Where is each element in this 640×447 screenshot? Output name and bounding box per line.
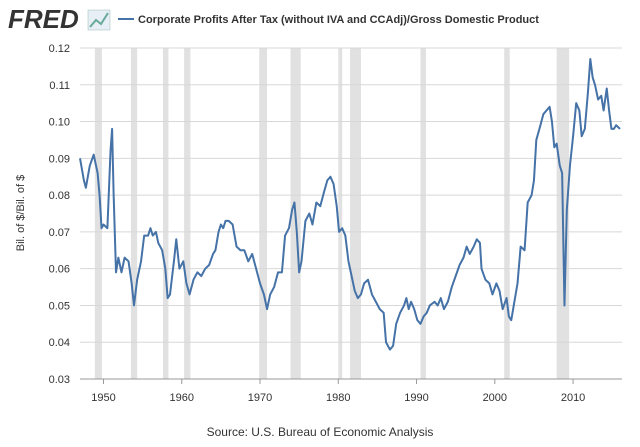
recession-band (94, 48, 102, 379)
y-tick-label: 0.09 (49, 153, 70, 165)
recession-band (162, 48, 169, 379)
x-tick-label: 2000 (483, 392, 507, 404)
y-tick-label: 0.07 (49, 227, 70, 239)
y-axis-label: Bil. of $/Bil. of $ (15, 175, 27, 251)
logo-icon (87, 9, 111, 31)
x-tick-label: 1970 (248, 392, 272, 404)
x-tick-label: 1990 (404, 392, 428, 404)
recession-band (130, 48, 138, 379)
recession-band (350, 48, 361, 379)
y-tick-label: 0.11 (49, 80, 70, 92)
x-tick-label: 1950 (91, 392, 115, 404)
recession-band (259, 48, 268, 379)
recession-band (338, 48, 343, 379)
y-tick-label: 0.05 (49, 300, 70, 312)
y-tick-label: 0.06 (49, 264, 70, 276)
recession-band (504, 48, 510, 379)
data-line (79, 58, 621, 351)
recession-band (420, 48, 426, 379)
x-tick-label: 2010 (561, 392, 585, 404)
y-tick-label: 0.10 (49, 117, 70, 129)
x-tick-label: 1960 (170, 392, 194, 404)
source: Source: U.S. Bureau of Economic Analysis (207, 425, 434, 439)
plot-area: 0.03 0.04 0.05 0.06 0.07 0.08 0.09 0.10 0.11 0.12… (49, 43, 622, 404)
y-tick-label: 0.04 (49, 337, 70, 349)
y-tick-label: 0.03 (49, 374, 70, 386)
y-tick-label: 0.12 (49, 43, 70, 55)
legend-label: Corporate Profits After Tax (without IVA… (138, 14, 539, 26)
recession-band (184, 48, 191, 379)
x-tick-label: 1980 (326, 392, 350, 404)
y-tick-label: 0.08 (49, 190, 70, 202)
logo: FRED (8, 4, 79, 34)
